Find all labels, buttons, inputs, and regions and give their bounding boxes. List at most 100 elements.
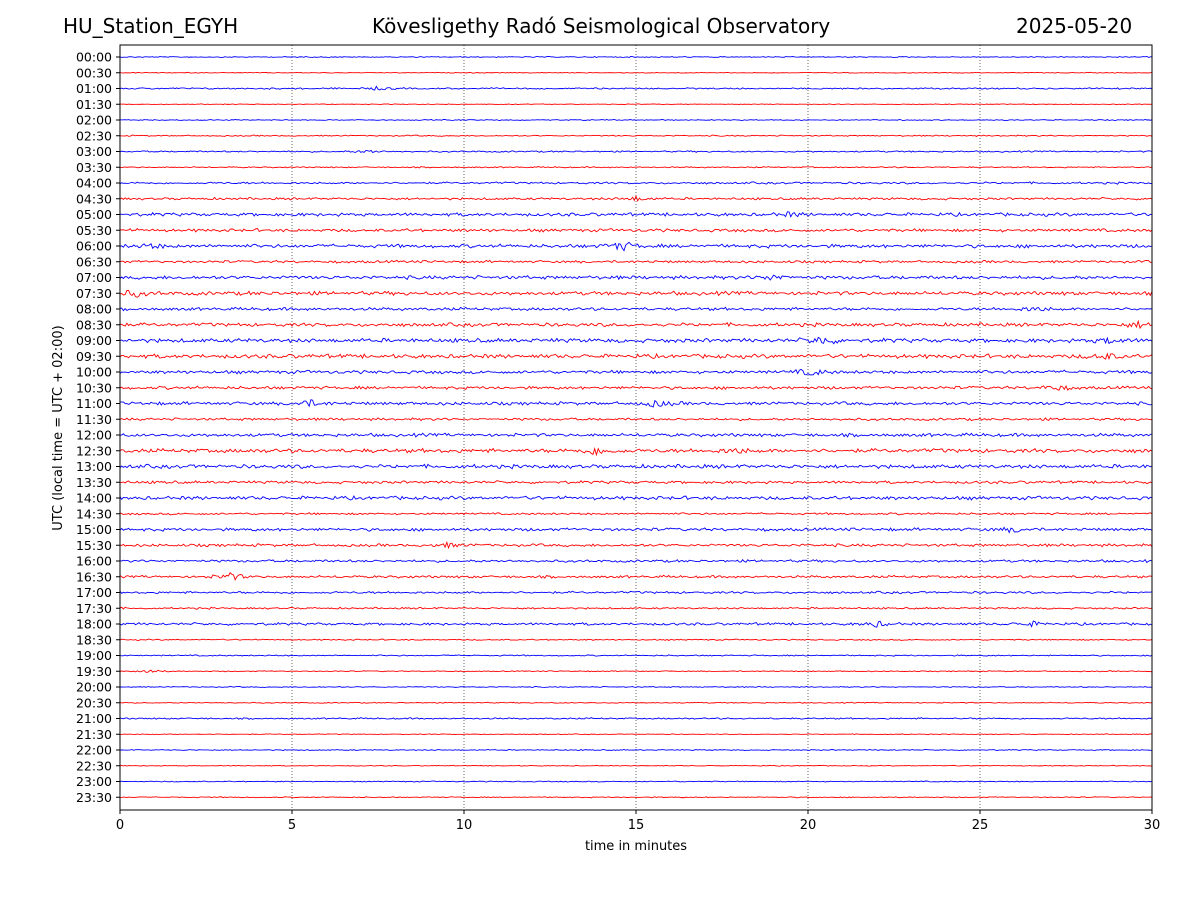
trace-1030 bbox=[119, 384, 1153, 391]
trace-1630 bbox=[119, 572, 1153, 581]
trace-1330 bbox=[119, 480, 1153, 485]
trace-1500 bbox=[119, 526, 1153, 534]
trace-2000 bbox=[119, 685, 1153, 689]
x-tick-label: 5 bbox=[288, 818, 296, 833]
trace-1930 bbox=[119, 669, 1153, 673]
x-tick-label: 10 bbox=[456, 818, 473, 833]
trace-0300 bbox=[119, 149, 1153, 154]
trace-0830 bbox=[119, 319, 1153, 330]
trace-2300 bbox=[119, 780, 1153, 783]
trace-2200 bbox=[119, 748, 1153, 752]
y-tick-label: 23:30 bbox=[76, 790, 112, 805]
trace-0600 bbox=[119, 241, 1153, 252]
y-tick-label: 14:30 bbox=[76, 506, 112, 521]
trace-0700 bbox=[119, 274, 1153, 281]
y-tick-label: 05:00 bbox=[76, 207, 112, 222]
y-tick-label: 17:30 bbox=[76, 601, 112, 616]
trace-1900 bbox=[119, 654, 1153, 657]
y-tick-label: 06:30 bbox=[76, 254, 112, 269]
y-tick-label: 01:30 bbox=[76, 97, 112, 112]
y-tick-label: 08:00 bbox=[76, 302, 112, 317]
x-tick-label: 20 bbox=[800, 818, 817, 833]
y-tick-label: 02:30 bbox=[76, 128, 112, 143]
y-tick-label: 09:00 bbox=[76, 333, 112, 348]
y-tick-label: 12:30 bbox=[76, 443, 112, 458]
y-tick-label: 03:00 bbox=[76, 144, 112, 159]
x-tick-label: 0 bbox=[116, 818, 124, 833]
y-tick-label: 22:00 bbox=[76, 743, 112, 758]
y-tick-label: 21:30 bbox=[76, 727, 112, 742]
trace-1130 bbox=[119, 417, 1153, 422]
y-tick-label: 10:30 bbox=[76, 380, 112, 395]
trace-1800 bbox=[119, 620, 1153, 628]
y-tick-label: 10:00 bbox=[76, 365, 112, 380]
y-tick-label: 19:00 bbox=[76, 648, 112, 663]
trace-1100 bbox=[119, 399, 1153, 408]
y-tick-label: 02:00 bbox=[76, 113, 112, 128]
y-tick-label: 17:00 bbox=[76, 585, 112, 600]
y-tick-label: 06:00 bbox=[76, 239, 112, 254]
trace-0500 bbox=[119, 211, 1153, 218]
y-axis-label: UTC (local time = UTC + 02:00) bbox=[51, 325, 66, 530]
trace-0630 bbox=[119, 259, 1153, 264]
trace-1600 bbox=[119, 558, 1153, 564]
y-tick-label: 04:30 bbox=[76, 191, 112, 206]
trace-0400 bbox=[119, 181, 1153, 185]
y-tick-label: 13:30 bbox=[76, 475, 112, 490]
trace-0800 bbox=[119, 306, 1153, 312]
observatory-title: Kövesligethy Radó Seismological Observat… bbox=[372, 14, 831, 38]
trace-2100 bbox=[119, 717, 1153, 720]
y-tick-label: 16:30 bbox=[76, 569, 112, 584]
y-tick-label: 20:00 bbox=[76, 680, 112, 695]
trace-0530 bbox=[119, 228, 1153, 233]
y-tick-label: 03:30 bbox=[76, 160, 112, 175]
y-tick-label: 16:00 bbox=[76, 554, 112, 569]
y-tick-label: 07:00 bbox=[76, 270, 112, 285]
station-title: HU_Station_EGYH bbox=[63, 14, 239, 38]
trace-0430 bbox=[119, 194, 1153, 202]
y-tick-label: 07:30 bbox=[76, 286, 112, 301]
trace-2130 bbox=[119, 733, 1153, 736]
y-tick-label: 22:30 bbox=[76, 758, 112, 773]
x-tick-label: 25 bbox=[972, 818, 989, 833]
y-tick-label: 04:00 bbox=[76, 176, 112, 191]
trace-0230 bbox=[119, 134, 1153, 137]
y-tick-label: 19:30 bbox=[76, 664, 112, 679]
trace-1230 bbox=[119, 447, 1153, 457]
trace-1830 bbox=[119, 638, 1153, 641]
x-axis-label: time in minutes bbox=[585, 839, 687, 854]
trace-1300 bbox=[119, 463, 1153, 470]
y-tick-label: 08:30 bbox=[76, 317, 112, 332]
y-tick-label: 15:00 bbox=[76, 522, 112, 537]
trace-1700 bbox=[119, 590, 1153, 595]
y-tick-label: 18:30 bbox=[76, 632, 112, 647]
y-tick-label: 20:30 bbox=[76, 695, 112, 710]
trace-0930 bbox=[119, 352, 1153, 361]
y-tick-label: 01:00 bbox=[76, 81, 112, 96]
trace-0200 bbox=[119, 118, 1153, 122]
trace-0100 bbox=[119, 85, 1153, 91]
trace-0000 bbox=[119, 55, 1153, 59]
trace-0130 bbox=[119, 103, 1153, 106]
trace-0330 bbox=[119, 166, 1153, 169]
trace-1200 bbox=[119, 432, 1153, 438]
y-tick-label: 11:30 bbox=[76, 412, 112, 427]
trace-0030 bbox=[119, 71, 1153, 74]
y-tick-label: 18:00 bbox=[76, 617, 112, 632]
y-tick-label: 11:00 bbox=[76, 396, 112, 411]
trace-1530 bbox=[119, 540, 1153, 550]
trace-0730 bbox=[119, 289, 1153, 298]
y-tick-label: 00:30 bbox=[76, 65, 112, 80]
trace-1000 bbox=[119, 368, 1153, 376]
y-tick-label: 12:00 bbox=[76, 428, 112, 443]
trace-2230 bbox=[119, 764, 1153, 767]
trace-0900 bbox=[119, 336, 1153, 345]
y-tick-label: 13:00 bbox=[76, 459, 112, 474]
y-tick-label: 15:30 bbox=[76, 538, 112, 553]
y-tick-label: 05:30 bbox=[76, 223, 112, 238]
y-tick-label: 23:00 bbox=[76, 774, 112, 789]
x-tick-label: 30 bbox=[1144, 818, 1161, 833]
y-tick-label: 14:00 bbox=[76, 491, 112, 506]
trace-2030 bbox=[119, 701, 1153, 704]
x-tick-label: 15 bbox=[628, 818, 645, 833]
